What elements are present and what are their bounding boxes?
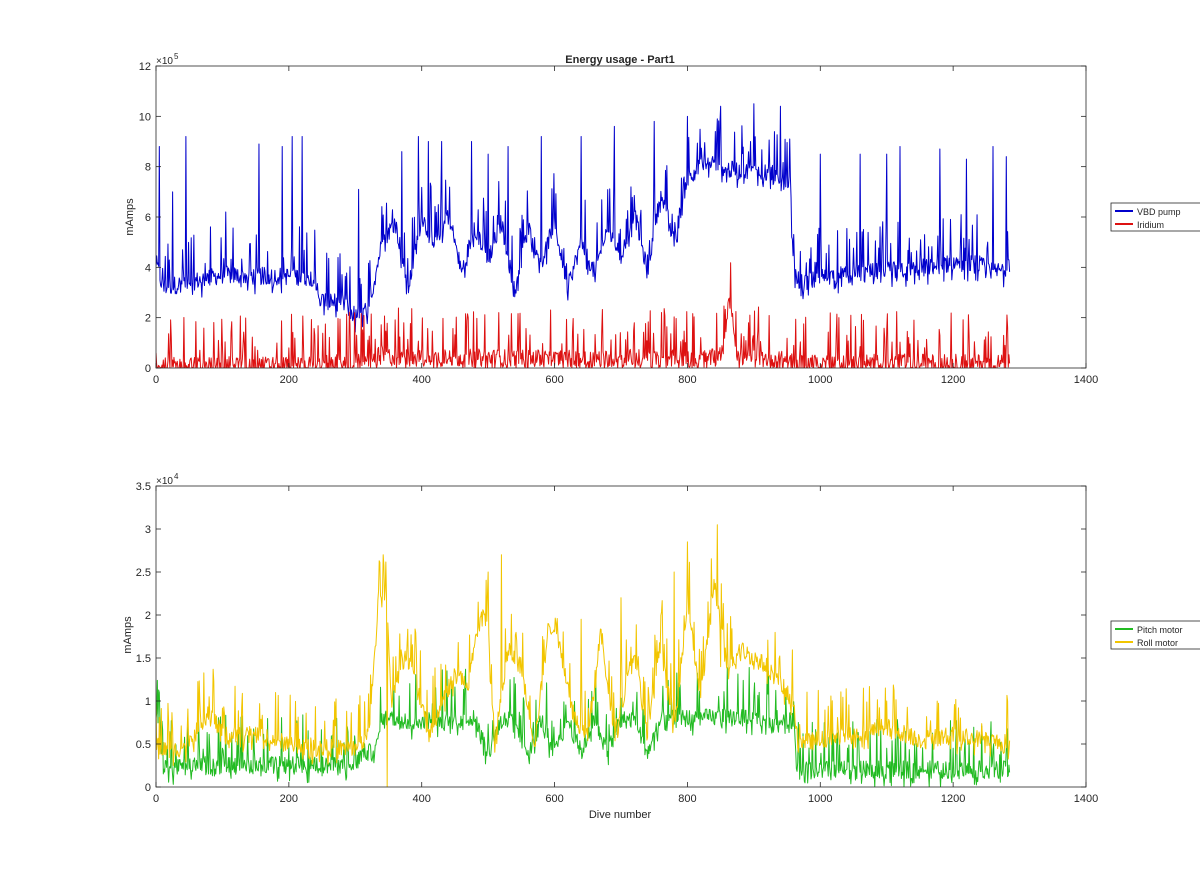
legend-label: Roll motor	[1137, 638, 1178, 648]
x-tick-label: 200	[280, 374, 298, 386]
x-tick-label: 600	[545, 374, 563, 386]
top-y-axis-label: mAmps	[124, 198, 136, 236]
y-tick-label: 10	[139, 111, 151, 123]
legend-box	[1110, 620, 1200, 650]
top-axes: Energy usage - Part1 mAmps ×10 5 VBD pum…	[124, 52, 1200, 386]
x-tick-label: 1000	[808, 793, 832, 805]
x-tick-label: 1400	[1074, 374, 1098, 386]
y-tick-label: 1.5	[136, 653, 151, 665]
y-tick-label: 2	[145, 313, 151, 325]
legend-label: Pitch motor	[1137, 625, 1183, 635]
bottom-plot-area	[156, 524, 1011, 787]
y-tick-label: 2	[145, 610, 151, 622]
y-tick-label: 0	[145, 363, 151, 375]
top-plot-area	[156, 103, 1011, 368]
x-tick-label: 1000	[808, 374, 832, 386]
x-tick-label: 0	[153, 374, 159, 386]
x-tick-label: 1200	[941, 374, 965, 386]
bottom-y-exponent-base: ×10	[156, 476, 173, 487]
series-line-vbd-pump	[156, 103, 1011, 333]
top-y-exponent-power: 5	[174, 52, 179, 61]
bottom-y-axis-label: mAmps	[122, 616, 134, 654]
y-tick-label: 6	[145, 212, 151, 224]
x-tick-label: 1400	[1074, 793, 1098, 805]
series-line-iridium	[156, 262, 1011, 368]
series-line-pitch-motor	[156, 666, 1011, 787]
x-tick-label: 400	[413, 374, 431, 386]
y-tick-label: 4	[145, 262, 151, 274]
y-tick-label: 3.5	[136, 481, 151, 493]
axes-frame	[155, 485, 1087, 788]
top-y-exponent-base: ×10	[156, 56, 173, 67]
bottom-x-axis-label: Dive number	[589, 809, 652, 821]
legend-label: Iridium	[1137, 220, 1164, 230]
y-tick-label: 12	[139, 61, 151, 73]
y-tick-label: 2.5	[136, 567, 151, 579]
x-tick-label: 800	[678, 793, 696, 805]
y-tick-label: 0.5	[136, 739, 151, 751]
y-tick-label: 3	[145, 524, 151, 536]
x-tick-label: 0	[153, 793, 159, 805]
x-tick-label: 800	[678, 374, 696, 386]
y-tick-label: 1	[145, 696, 151, 708]
series-line-roll-motor	[156, 524, 1011, 787]
top-legend: VBD pump Iridium	[1110, 202, 1200, 232]
top-chart-title: Energy usage - Part1	[565, 54, 674, 66]
bottom-axes: Dive number mAmps ×10 4 Pitch motor Roll …	[122, 472, 1200, 821]
legend-label: VBD pump	[1137, 207, 1181, 217]
x-tick-label: 600	[545, 793, 563, 805]
x-tick-label: 200	[280, 793, 298, 805]
x-tick-label: 1200	[941, 793, 965, 805]
y-tick-label: 0	[145, 782, 151, 794]
bottom-legend: Pitch motor Roll motor	[1110, 620, 1200, 650]
bottom-y-exponent-power: 4	[174, 472, 179, 481]
x-tick-label: 400	[413, 793, 431, 805]
y-tick-label: 8	[145, 162, 151, 174]
legend-box	[1110, 202, 1200, 232]
